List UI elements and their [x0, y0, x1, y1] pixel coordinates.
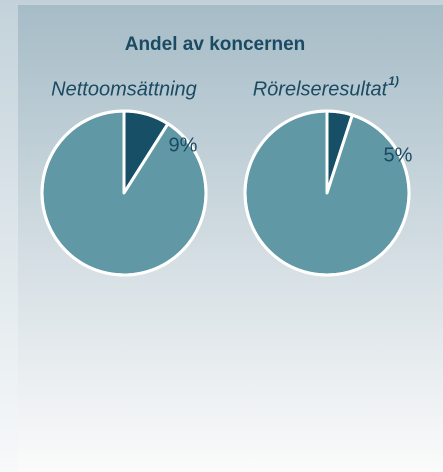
pie-outline	[243, 109, 411, 277]
pie-title: Rörelseresultat	[253, 78, 389, 100]
pie-title: Nettoomsättning	[51, 78, 197, 100]
pie-title-note: 1)	[388, 74, 399, 88]
value-label: 9%	[169, 134, 198, 156]
chart-title: Andel av koncernen	[125, 34, 306, 55]
pie-outline	[40, 109, 208, 277]
value-label: 5%	[384, 144, 413, 166]
